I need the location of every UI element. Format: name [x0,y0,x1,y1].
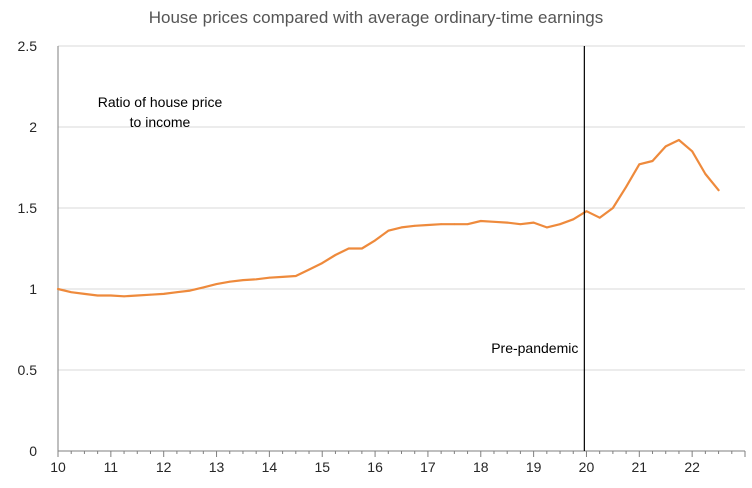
data-point [96,294,99,297]
data-point [123,295,125,298]
x-tick-label: 11 [104,459,119,475]
data-point [638,163,641,166]
y-tick-label: 2 [29,119,37,135]
data-point [215,283,218,286]
y-tick-label: 1 [29,281,37,297]
x-tick-label: 22 [684,459,700,475]
data-point [545,226,548,229]
data-point [189,289,192,292]
pre-pandemic-label: Pre-pandemic [491,340,578,356]
data-point [321,262,324,264]
data-point [387,229,390,232]
data-point [228,280,231,283]
data-point [242,279,244,281]
data-point [453,223,456,226]
data-point [559,223,561,226]
data-point [334,254,337,256]
series-label-line1: Ratio of house price [98,94,223,110]
data-point [704,173,707,175]
x-tick-label: 16 [367,459,383,475]
data-point [506,221,509,224]
data-point [678,139,680,141]
annotations: Pre-pandemic Ratio of house price to incom… [98,46,585,451]
data-point [532,221,535,224]
x-tick-label: 19 [526,459,542,475]
data-point [374,239,376,242]
data-point [413,224,416,227]
data-point [347,247,350,250]
data-point [664,145,667,148]
data-point [70,291,73,294]
data-point [109,294,112,297]
x-tick-label: 20 [579,459,595,475]
chart-title: House prices compared with average ordin… [148,8,604,27]
data-point [202,286,205,289]
data-point [585,210,588,213]
data-point [281,275,284,278]
y-tick-label: 1.5 [18,200,38,216]
data-point [598,216,601,219]
data-point [651,160,654,162]
data-point [360,247,363,250]
data-point [176,291,178,294]
data-point [83,292,86,295]
data-point [255,278,258,281]
data-point [466,223,469,226]
data-point [717,189,720,192]
data-point [519,223,522,226]
series-line [56,138,720,298]
data-point [136,294,139,297]
data-point [400,226,403,229]
x-tick-label: 17 [420,459,436,475]
gridlines [58,45,745,371]
data-point [162,292,165,295]
x-tick-label: 13 [209,459,225,475]
series-layer [56,138,720,298]
series-label-line2: to income [130,114,191,130]
data-point [57,288,59,290]
data-point [440,223,443,226]
y-tick-label: 2.5 [18,38,38,54]
data-point [427,224,429,226]
x-tick-label: 21 [632,459,648,475]
axes: 0 0.5 1 1.5 2 2.5 10 11 12 13 14 15 16 17 18 19 20 21 22 [18,38,746,475]
data-point [572,218,575,221]
y-tick-label: 0.5 [18,362,38,378]
data-point [268,276,271,279]
x-tick-label: 12 [156,459,172,475]
data-point [611,207,614,209]
x-tick-label: 10 [50,459,66,475]
data-point [625,186,627,188]
data-point [691,150,694,153]
data-point [479,220,482,222]
data-point [294,275,297,277]
x-tick-label: 15 [314,459,330,475]
x-tick-label: 14 [262,459,278,475]
data-point [308,268,310,271]
data-point [493,220,495,223]
data-point [149,293,152,296]
x-tick-label: 18 [473,459,489,475]
y-tick-label: 0 [29,443,37,459]
